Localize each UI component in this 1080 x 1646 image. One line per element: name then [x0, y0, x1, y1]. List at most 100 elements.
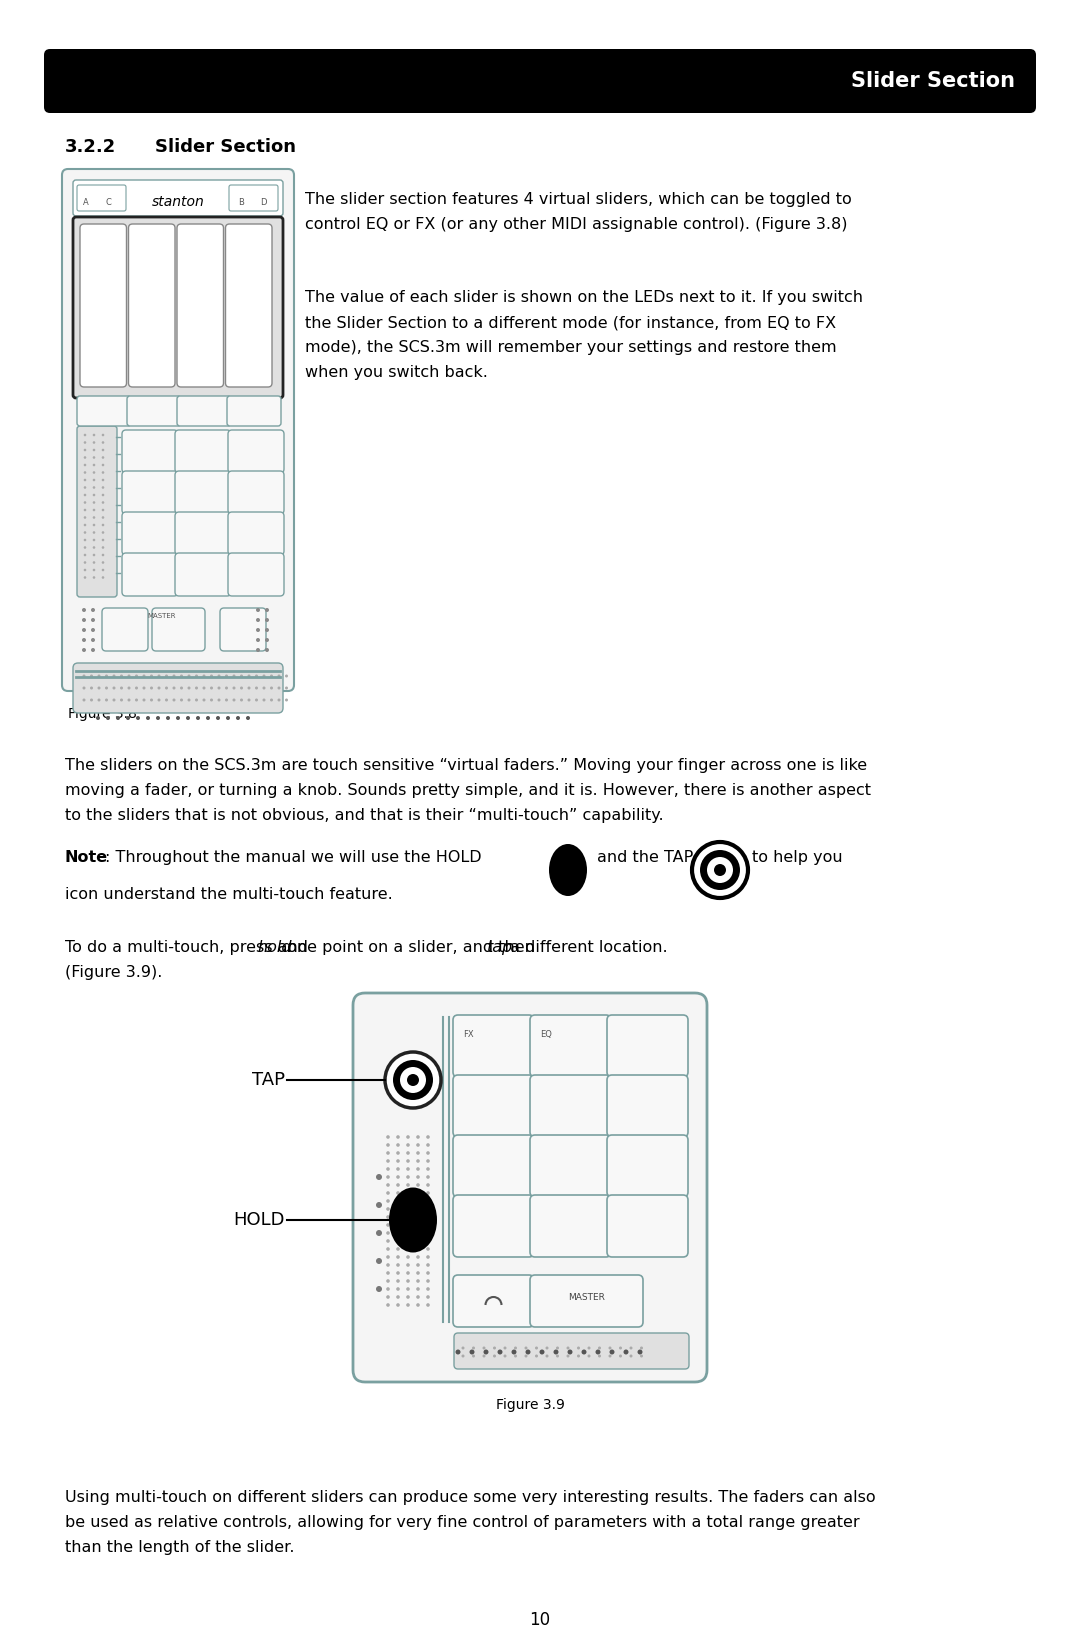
Circle shape: [179, 329, 183, 332]
Circle shape: [267, 270, 270, 273]
Circle shape: [427, 1256, 430, 1259]
Circle shape: [95, 323, 98, 324]
Circle shape: [285, 675, 288, 678]
Circle shape: [212, 240, 215, 242]
Circle shape: [260, 270, 264, 273]
Circle shape: [84, 532, 86, 533]
Circle shape: [121, 291, 124, 295]
Circle shape: [179, 240, 183, 242]
Circle shape: [237, 716, 240, 719]
Circle shape: [254, 382, 257, 385]
Circle shape: [114, 240, 118, 242]
Circle shape: [165, 686, 168, 690]
Circle shape: [267, 255, 270, 257]
Circle shape: [205, 344, 208, 347]
Circle shape: [267, 344, 270, 347]
Circle shape: [228, 285, 231, 288]
Circle shape: [102, 449, 105, 451]
Circle shape: [406, 1271, 409, 1274]
Circle shape: [121, 232, 124, 235]
Circle shape: [108, 300, 111, 303]
Circle shape: [102, 247, 105, 250]
Circle shape: [205, 382, 208, 385]
Circle shape: [112, 686, 116, 690]
Circle shape: [144, 232, 147, 235]
Circle shape: [254, 255, 257, 257]
FancyBboxPatch shape: [152, 607, 205, 652]
Circle shape: [256, 629, 260, 632]
Circle shape: [199, 285, 202, 288]
Circle shape: [108, 255, 111, 257]
Circle shape: [416, 1304, 420, 1307]
Circle shape: [217, 698, 220, 701]
Circle shape: [637, 1350, 643, 1355]
Circle shape: [157, 232, 160, 235]
Circle shape: [137, 375, 140, 377]
Circle shape: [692, 843, 748, 899]
Circle shape: [157, 262, 160, 265]
Circle shape: [212, 352, 215, 356]
Circle shape: [170, 382, 173, 385]
Circle shape: [163, 270, 166, 273]
Circle shape: [144, 300, 147, 303]
Circle shape: [241, 270, 244, 273]
Circle shape: [416, 1207, 420, 1211]
Circle shape: [234, 255, 238, 257]
Circle shape: [427, 1183, 430, 1187]
Text: Slider Section: Slider Section: [156, 138, 296, 156]
FancyBboxPatch shape: [530, 1195, 611, 1258]
Circle shape: [157, 329, 160, 332]
Circle shape: [192, 291, 195, 295]
Circle shape: [89, 337, 92, 341]
Circle shape: [396, 1167, 400, 1170]
Circle shape: [121, 314, 124, 318]
Text: a different location.: a different location.: [505, 940, 667, 955]
Circle shape: [93, 441, 95, 444]
Circle shape: [228, 337, 231, 341]
Circle shape: [84, 486, 86, 489]
Circle shape: [212, 277, 215, 280]
Circle shape: [150, 367, 153, 370]
Circle shape: [121, 240, 124, 242]
Circle shape: [623, 1350, 629, 1355]
Circle shape: [387, 1304, 390, 1307]
Circle shape: [234, 224, 238, 227]
Circle shape: [108, 285, 111, 288]
Circle shape: [89, 308, 92, 309]
Circle shape: [228, 270, 231, 273]
Circle shape: [199, 359, 202, 362]
Circle shape: [267, 314, 270, 318]
Circle shape: [137, 323, 140, 324]
Circle shape: [186, 359, 189, 362]
Circle shape: [95, 308, 98, 309]
Circle shape: [126, 716, 130, 719]
Circle shape: [554, 1350, 558, 1355]
Circle shape: [192, 270, 195, 273]
Circle shape: [131, 291, 134, 295]
Circle shape: [163, 367, 166, 370]
Circle shape: [217, 675, 220, 678]
Circle shape: [247, 344, 251, 347]
Circle shape: [131, 277, 134, 280]
Circle shape: [93, 576, 95, 579]
Circle shape: [166, 716, 170, 719]
Circle shape: [82, 375, 85, 377]
Circle shape: [416, 1192, 420, 1195]
Circle shape: [137, 359, 140, 362]
Circle shape: [163, 337, 166, 341]
Circle shape: [95, 247, 98, 250]
Circle shape: [206, 716, 210, 719]
Circle shape: [260, 367, 264, 370]
Circle shape: [581, 1350, 586, 1355]
Circle shape: [163, 240, 166, 242]
Circle shape: [416, 1175, 420, 1179]
Circle shape: [170, 329, 173, 332]
Circle shape: [630, 1346, 633, 1350]
Circle shape: [387, 1256, 390, 1259]
Circle shape: [91, 617, 95, 622]
Circle shape: [247, 698, 251, 701]
Circle shape: [163, 247, 166, 250]
Circle shape: [157, 291, 160, 295]
Circle shape: [228, 240, 231, 242]
Circle shape: [267, 247, 270, 250]
